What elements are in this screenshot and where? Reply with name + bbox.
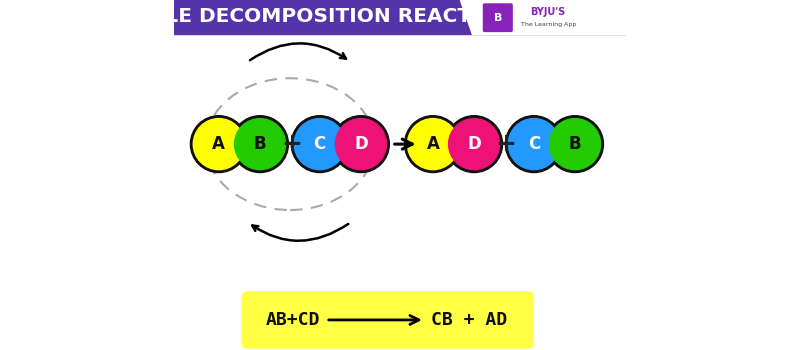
Circle shape [446,116,502,173]
Polygon shape [460,0,472,34]
Circle shape [231,116,289,173]
Text: B: B [494,13,502,23]
Text: The Learning App: The Learning App [521,22,576,27]
Text: D: D [467,135,481,153]
Circle shape [291,116,348,173]
FancyBboxPatch shape [472,0,626,34]
Circle shape [335,119,386,170]
Text: AB+CD: AB+CD [266,311,320,329]
Circle shape [405,116,462,173]
FancyBboxPatch shape [242,291,534,349]
Text: A: A [426,135,439,153]
FancyBboxPatch shape [174,0,626,34]
Text: C: C [528,135,540,153]
Circle shape [449,119,500,170]
Text: BYJU'S: BYJU'S [530,7,566,17]
Circle shape [508,119,559,170]
Circle shape [333,116,390,173]
Text: A: A [212,135,226,153]
Circle shape [546,116,603,173]
Text: C: C [314,135,326,153]
FancyBboxPatch shape [482,3,513,32]
Text: DOUBLE DECOMPOSITION REACTIONS: DOUBLE DECOMPOSITION REACTIONS [100,7,527,26]
Circle shape [506,116,562,173]
Text: +: + [282,132,302,156]
Circle shape [190,116,247,173]
Text: CB + AD: CB + AD [431,311,507,329]
Circle shape [407,119,458,170]
Text: B: B [569,135,582,153]
Text: B: B [254,135,266,153]
Text: +: + [495,132,516,156]
Circle shape [234,119,286,170]
Text: D: D [354,135,368,153]
Circle shape [294,119,346,170]
Circle shape [194,119,244,170]
Circle shape [550,119,601,170]
